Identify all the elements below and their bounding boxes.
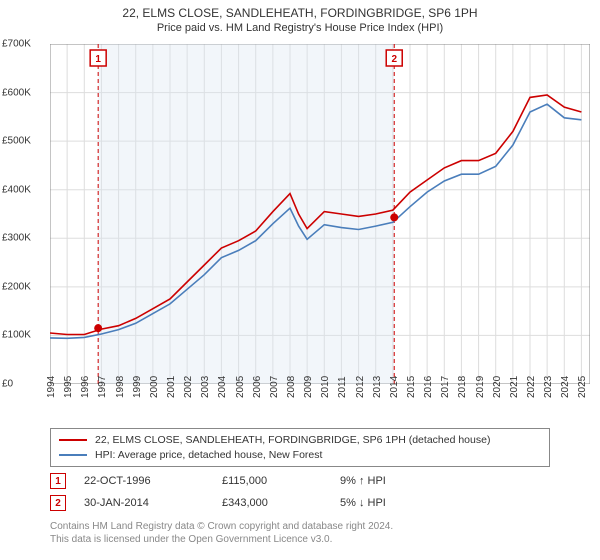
x-tick-label: 2003	[200, 376, 211, 398]
y-tick-label: £400K	[2, 184, 31, 195]
tx-diff: 5% ↓ HPI	[340, 497, 460, 509]
x-tick-label: 1994	[46, 376, 57, 398]
x-tick-label: 2012	[355, 376, 366, 398]
svg-text:1: 1	[95, 54, 101, 65]
x-tick-label: 2025	[577, 376, 588, 398]
x-tick-label: 2002	[183, 376, 194, 398]
table-row: 1 22-OCT-1996 £115,000 9% ↑ HPI	[50, 470, 550, 492]
legend-swatch	[59, 454, 87, 456]
x-tick-label: 2009	[303, 376, 314, 398]
x-tick-label: 2007	[269, 376, 280, 398]
legend-item: 22, ELMS CLOSE, SANDLEHEATH, FORDINGBRID…	[59, 433, 541, 448]
svg-text:2: 2	[391, 54, 397, 65]
tx-date: 22-OCT-1996	[84, 475, 204, 487]
x-tick-label: 2019	[475, 376, 486, 398]
page-root: 22, ELMS CLOSE, SANDLEHEATH, FORDINGBRID…	[0, 0, 600, 560]
x-tick-label: 1997	[97, 376, 108, 398]
title-main: 22, ELMS CLOSE, SANDLEHEATH, FORDINGBRID…	[0, 6, 600, 20]
x-tick-label: 2005	[235, 376, 246, 398]
y-tick-label: £200K	[2, 281, 31, 292]
y-tick-label: £100K	[2, 330, 31, 341]
x-tick-label: 1998	[115, 376, 126, 398]
legend-item: HPI: Average price, detached house, New …	[59, 448, 541, 463]
x-tick-label: 2020	[492, 376, 503, 398]
footer-line: Contains HM Land Registry data © Crown c…	[50, 520, 570, 533]
x-tick-label: 1999	[132, 376, 143, 398]
x-tick-label: 2023	[543, 376, 554, 398]
footer-line: This data is licensed under the Open Gov…	[50, 533, 570, 546]
x-tick-label: 2000	[149, 376, 160, 398]
y-tick-label: £500K	[2, 136, 31, 147]
line-chart: 12	[50, 44, 590, 384]
legend-label: HPI: Average price, detached house, New …	[95, 448, 322, 463]
x-tick-label: 2006	[252, 376, 263, 398]
x-tick-label: 1996	[80, 376, 91, 398]
x-tick-label: 2014	[389, 376, 400, 398]
y-tick-label: £600K	[2, 87, 31, 98]
tx-price: £115,000	[222, 475, 322, 487]
x-tick-label: 2024	[560, 376, 571, 398]
legend: 22, ELMS CLOSE, SANDLEHEATH, FORDINGBRID…	[50, 428, 550, 467]
x-tick-label: 2011	[337, 376, 348, 398]
x-tick-label: 2013	[372, 376, 383, 398]
x-tick-label: 2017	[440, 376, 451, 398]
tx-price: £343,000	[222, 497, 322, 509]
x-tick-label: 2018	[457, 376, 468, 398]
x-tick-label: 2010	[320, 376, 331, 398]
y-tick-label: £0	[2, 379, 13, 390]
x-tick-label: 2022	[526, 376, 537, 398]
y-tick-label: £700K	[2, 39, 31, 50]
x-tick-label: 2021	[509, 376, 520, 398]
table-row: 2 30-JAN-2014 £343,000 5% ↓ HPI	[50, 492, 550, 514]
x-tick-label: 1995	[63, 376, 74, 398]
chart-area: 12 £0£100K£200K£300K£400K£500K£600K£700K…	[50, 44, 590, 414]
y-tick-label: £300K	[2, 233, 31, 244]
x-tick-label: 2016	[423, 376, 434, 398]
x-tick-label: 2004	[217, 376, 228, 398]
x-tick-label: 2001	[166, 376, 177, 398]
marker-icon: 2	[50, 495, 66, 511]
tx-diff: 9% ↑ HPI	[340, 475, 460, 487]
marker-icon: 1	[50, 473, 66, 489]
title-sub: Price paid vs. HM Land Registry's House …	[0, 22, 600, 34]
x-tick-label: 2008	[286, 376, 297, 398]
chart-titles: 22, ELMS CLOSE, SANDLEHEATH, FORDINGBRID…	[0, 0, 600, 34]
legend-swatch	[59, 439, 87, 441]
footer-attribution: Contains HM Land Registry data © Crown c…	[50, 520, 570, 546]
tx-date: 30-JAN-2014	[84, 497, 204, 509]
legend-label: 22, ELMS CLOSE, SANDLEHEATH, FORDINGBRID…	[95, 433, 490, 448]
transactions-table: 1 22-OCT-1996 £115,000 9% ↑ HPI 2 30-JAN…	[50, 470, 550, 514]
x-tick-label: 2015	[406, 376, 417, 398]
